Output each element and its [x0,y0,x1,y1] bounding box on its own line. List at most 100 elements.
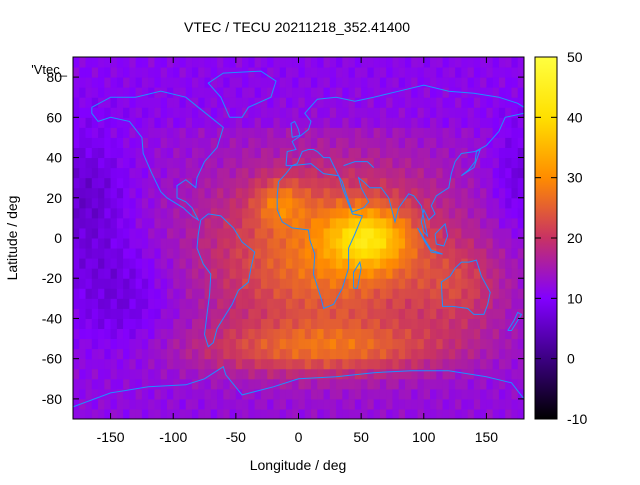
heatmap-cell [404,408,412,420]
heatmap-cell [285,268,293,279]
heatmap-cell [398,87,406,98]
heatmap-cell [248,348,256,360]
heatmap-cell [98,348,105,360]
heatmap-cell [423,318,431,329]
heatmap-cell [298,167,306,179]
heatmap-cell [379,368,387,380]
heatmap-cell [430,408,437,420]
heatmap-cell [342,147,350,159]
heatmap-cell [473,378,481,390]
heatmap-cell [229,217,237,229]
heatmap-cell [267,217,274,229]
heatmap-cell [217,358,224,370]
heatmap-cell [192,167,199,179]
heatmap-cell [235,358,243,370]
heatmap-cell [166,398,174,410]
heatmap-cell [379,227,387,239]
heatmap-cell [392,268,400,279]
heatmap-cell [455,278,462,289]
heatmap-cell [442,127,450,138]
heatmap-cell [91,258,99,269]
heatmap-cell [411,238,419,249]
heatmap-cell [448,358,456,370]
heatmap-cell [204,117,212,128]
heatmap-cell [367,258,375,269]
heatmap-cell [329,147,337,159]
heatmap-cell [423,207,431,219]
heatmap-cell [505,348,512,360]
heatmap-cell [467,358,475,370]
heatmap-cell [248,278,256,289]
heatmap-cell [223,147,231,159]
heatmap-cell [304,137,312,148]
heatmap-cell [473,127,481,138]
heatmap-cell [267,167,274,179]
heatmap-cell [505,117,512,128]
heatmap-cell [492,398,500,410]
heatmap-cell [223,97,231,108]
heatmap-cell [135,248,143,259]
heatmap-cell [166,117,174,128]
heatmap-cell [198,67,206,78]
heatmap-cell [141,348,149,360]
heatmap-cell [498,238,506,249]
heatmap-cell [248,127,256,138]
heatmap-cell [342,398,350,410]
heatmap-cell [273,368,281,380]
heatmap-cell [129,117,137,128]
heatmap-cell [110,217,118,229]
heatmap-cell [135,197,143,209]
heatmap-cell [91,348,99,360]
heatmap-cell [198,57,206,68]
heatmap-cell [248,167,256,179]
heatmap-cell [104,408,112,420]
heatmap-cell [79,97,87,108]
heatmap-cell [192,157,199,169]
heatmap-cell [517,117,525,128]
heatmap-cell [455,378,462,390]
heatmap-cell [148,147,155,159]
heatmap-cell [192,408,199,420]
heatmap-cell [436,177,444,189]
heatmap-cell [311,318,318,329]
heatmap-cell [417,318,425,329]
heatmap-cell [367,167,375,179]
heatmap-cell [104,217,112,229]
heatmap-cell [354,137,362,148]
heatmap-cell [185,187,193,199]
heatmap-cell [98,368,105,380]
heatmap-cell [267,378,274,390]
heatmap-cell [367,278,375,289]
heatmap-cell [398,308,406,319]
heatmap-cell [160,378,168,390]
heatmap-cell [135,187,143,199]
heatmap-cell [148,268,155,279]
heatmap-cell [505,187,512,199]
heatmap-cell [323,358,331,370]
heatmap-cell [486,207,494,219]
heatmap-cell [148,238,155,249]
heatmap-cell [367,248,375,259]
heatmap-cell [123,157,130,169]
heatmap-cell [123,288,130,299]
heatmap-cell [210,187,218,199]
heatmap-cell [386,268,393,279]
heatmap-cell [480,298,487,309]
heatmap-cell [204,358,212,370]
heatmap-cell [298,258,306,269]
heatmap-cell [311,77,318,88]
heatmap-cell [141,358,149,370]
heatmap-cell [517,238,525,249]
heatmap-cell [248,147,256,159]
heatmap-cell [267,388,274,400]
heatmap-cell [436,298,444,309]
heatmap-cell [486,368,494,380]
heatmap-cell [404,288,412,299]
coastline [353,260,362,289]
heatmap-cell [511,238,519,249]
heatmap-cell [104,298,112,309]
heatmap-cell [323,177,331,189]
heatmap-cell [304,368,312,380]
heatmap-cell [505,288,512,299]
heatmap-cell [179,288,187,299]
